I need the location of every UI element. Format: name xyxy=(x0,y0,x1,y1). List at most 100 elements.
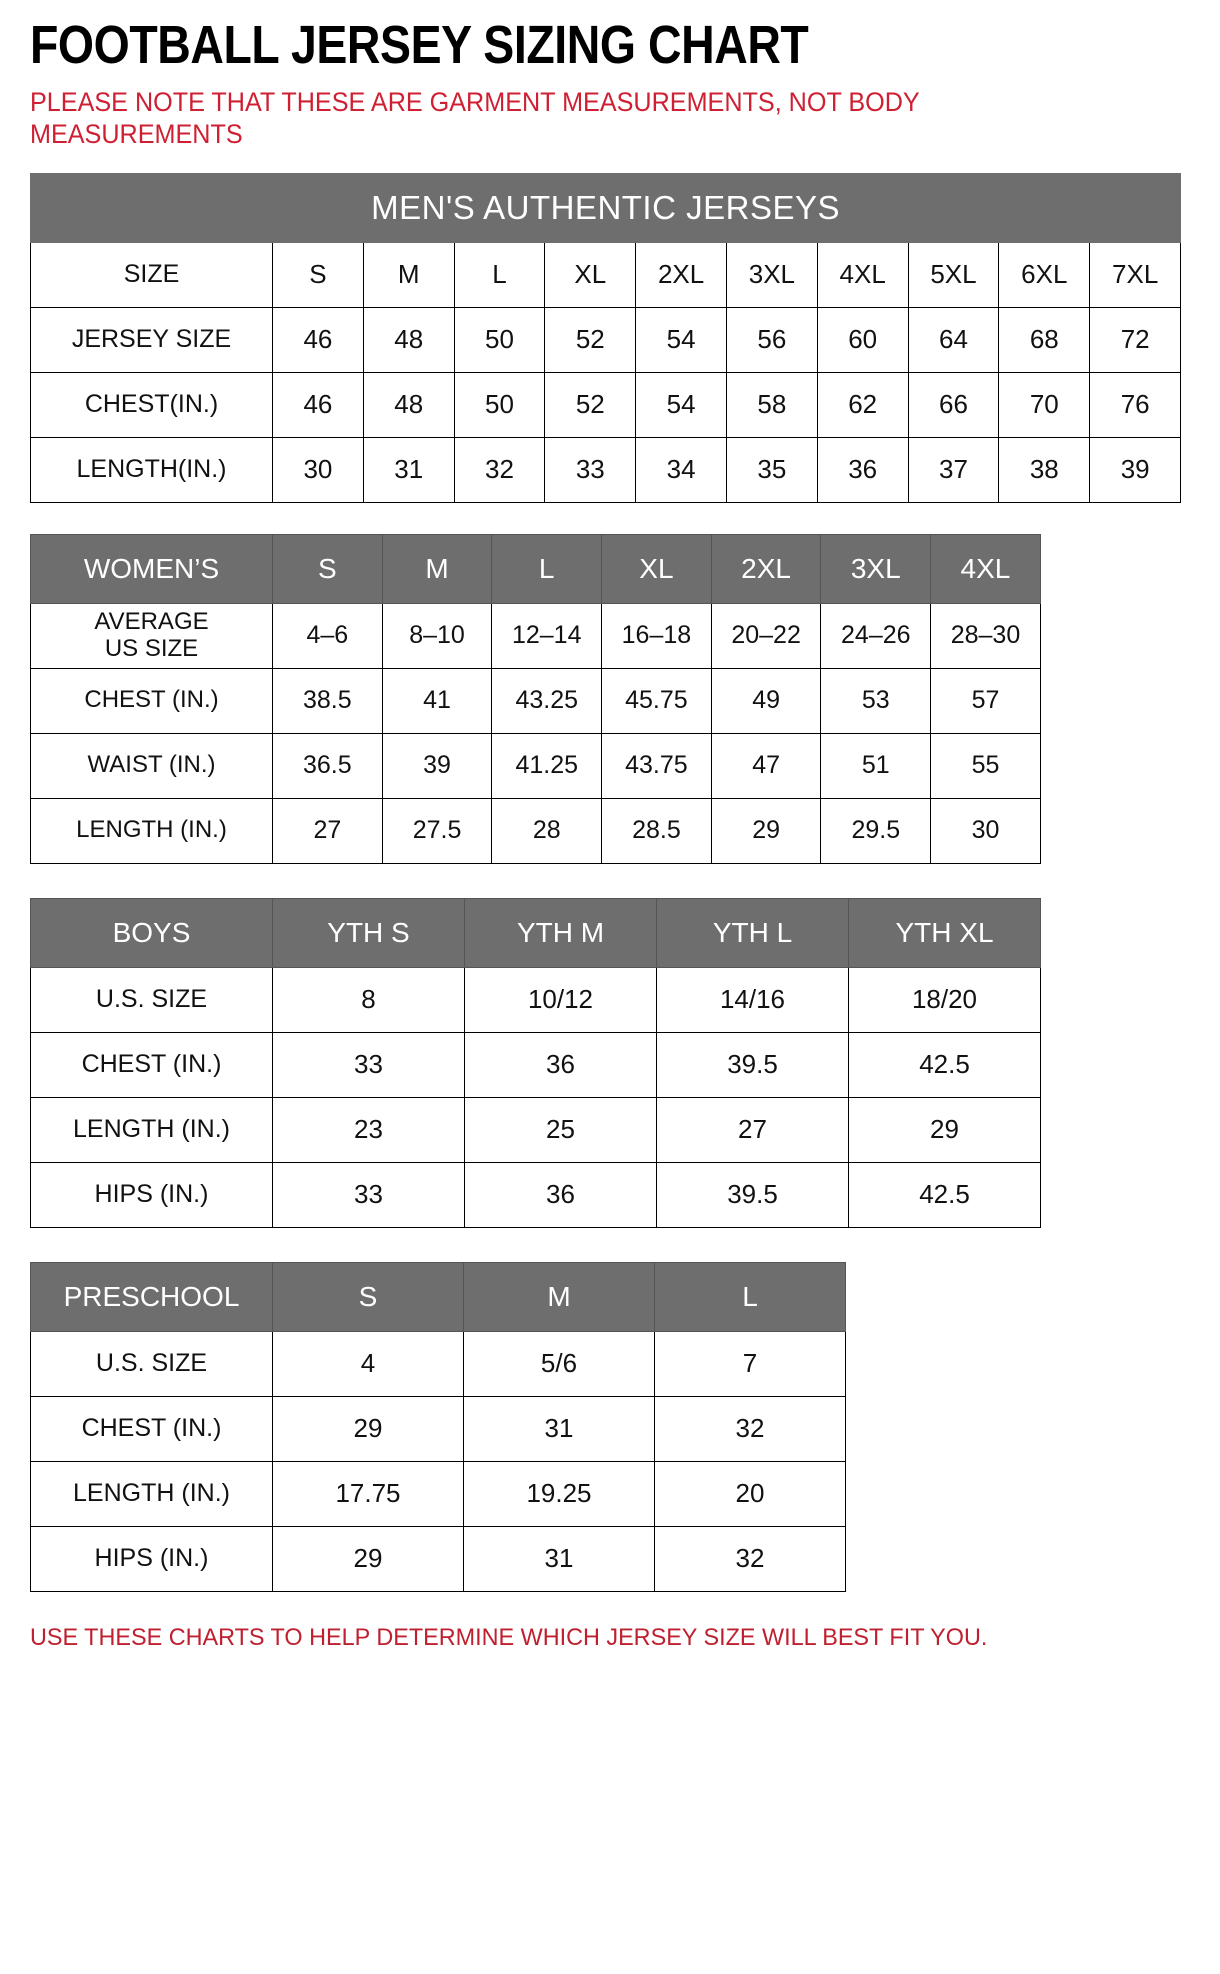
womens-row-label-waist: WAIST (IN.) xyxy=(30,732,273,799)
table-cell: 48 xyxy=(362,306,455,373)
table-cell: 5/6 xyxy=(463,1330,655,1397)
table-cell: 42.5 xyxy=(848,1031,1041,1098)
table-cell: 60 xyxy=(816,306,909,373)
boys-row-label-hips: HIPS (IN.) xyxy=(30,1161,273,1228)
table-row: WAIST (IN.) 36.5 39 41.25 43.75 47 51 55 xyxy=(30,732,1041,799)
table-cell: 20–22 xyxy=(710,602,822,669)
womens-col-header-m: M xyxy=(381,533,493,604)
table-cell: 25 xyxy=(464,1096,657,1163)
table-cell: 52 xyxy=(544,371,637,438)
table-cell: 54 xyxy=(635,306,727,373)
mens-row-label-length: LENGTH(IN.) xyxy=(30,436,273,503)
mens-col-header-m: M xyxy=(362,241,455,308)
womens-col-header-l: L xyxy=(491,533,603,604)
table-row: LENGTH (IN.) 17.75 19.25 20 xyxy=(30,1460,846,1527)
table-column-header-row: WOMEN’S S M L XL 2XL 3XL 4XL xyxy=(30,533,1041,604)
table-cell: 43.75 xyxy=(601,732,712,799)
mens-row-label-chest: CHEST(IN.) xyxy=(30,371,273,438)
mens-col-header-2xl: 2XL xyxy=(635,241,727,308)
table-cell: 20 xyxy=(654,1460,846,1527)
mens-col-header-3xl: 3XL xyxy=(725,241,818,308)
table-cell: 50 xyxy=(453,306,546,373)
table-cell: 18/20 xyxy=(848,966,1041,1033)
table-cell: 29 xyxy=(710,797,822,864)
table-cell: 30 xyxy=(930,797,1041,864)
boys-col-header-yth-xl: YTH XL xyxy=(848,897,1041,968)
womens-jerseys-table: WOMEN’S S M L XL 2XL 3XL 4XL AVERAGE US … xyxy=(30,533,1041,864)
table-cell: 36.5 xyxy=(272,732,383,799)
womens-row-label-average-us-size: AVERAGE US SIZE xyxy=(30,602,273,669)
table-row: LENGTH(IN.) 30 31 32 33 34 35 36 37 38 3… xyxy=(30,436,1182,503)
mens-col-header-5xl: 5XL xyxy=(907,241,1000,308)
womens-row-label-line1: AVERAGE xyxy=(94,607,209,635)
table-cell: 38.5 xyxy=(272,667,383,734)
boys-corner-label: BOYS xyxy=(30,897,273,968)
table-cell: 49 xyxy=(710,667,822,734)
table-row: CHEST (IN.) 33 36 39.5 42.5 xyxy=(30,1031,1041,1098)
mens-table-banner: MEN'S AUTHENTIC JERSEYS xyxy=(29,172,1182,243)
womens-corner-label: WOMEN’S xyxy=(30,533,273,604)
table-cell: 32 xyxy=(453,436,546,503)
table-cell: 34 xyxy=(635,436,727,503)
table-cell: 38 xyxy=(998,436,1091,503)
womens-row-label-chest: CHEST (IN.) xyxy=(30,667,273,734)
table-cell: 29 xyxy=(272,1395,464,1462)
womens-col-header-2xl: 2XL xyxy=(710,533,822,604)
table-cell: 51 xyxy=(820,732,932,799)
table-cell: 4–6 xyxy=(272,602,383,669)
table-cell: 55 xyxy=(930,732,1041,799)
table-row: HIPS (IN.) 29 31 32 xyxy=(30,1525,846,1592)
table-cell: 58 xyxy=(725,371,818,438)
mens-col-header-xl: XL xyxy=(544,241,637,308)
table-cell: 53 xyxy=(820,667,932,734)
table-row: CHEST (IN.) 29 31 32 xyxy=(30,1395,846,1462)
table-row: JERSEY SIZE 46 48 50 52 54 56 60 64 68 7… xyxy=(30,306,1182,373)
table-cell: 28.5 xyxy=(601,797,712,864)
table-row: CHEST(IN.) 46 48 50 52 54 58 62 66 70 76 xyxy=(30,371,1182,438)
table-cell: 70 xyxy=(998,371,1091,438)
table-cell: 28–30 xyxy=(930,602,1041,669)
page-title: FOOTBALL JERSEY SIZING CHART xyxy=(30,15,809,75)
preschool-col-header-m: M xyxy=(463,1261,655,1332)
preschool-col-header-l: L xyxy=(654,1261,846,1332)
table-cell: 36 xyxy=(816,436,909,503)
womens-row-label-length: LENGTH (IN.) xyxy=(30,797,273,864)
boys-row-label-length: LENGTH (IN.) xyxy=(30,1096,273,1163)
mens-corner-label: SIZE xyxy=(30,241,273,308)
table-cell: 39 xyxy=(1089,436,1182,503)
boys-col-header-yth-l: YTH L xyxy=(656,897,849,968)
womens-col-header-s: S xyxy=(272,533,383,604)
table-cell: 32 xyxy=(654,1525,846,1592)
table-cell: 32 xyxy=(654,1395,846,1462)
table-row: HIPS (IN.) 33 36 39.5 42.5 xyxy=(30,1161,1041,1228)
preschool-row-label-chest: CHEST (IN.) xyxy=(30,1395,273,1462)
table-cell: 4 xyxy=(272,1330,464,1397)
table-cell: 48 xyxy=(362,371,455,438)
table-cell: 27 xyxy=(656,1096,849,1163)
table-cell: 39.5 xyxy=(656,1031,849,1098)
table-cell: 42.5 xyxy=(848,1161,1041,1228)
table-cell: 24–26 xyxy=(820,602,932,669)
table-cell: 12–14 xyxy=(491,602,603,669)
table-cell: 47 xyxy=(710,732,822,799)
table-cell: 29 xyxy=(848,1096,1041,1163)
table-cell: 33 xyxy=(544,436,637,503)
boys-row-label-chest: CHEST (IN.) xyxy=(30,1031,273,1098)
table-cell: 72 xyxy=(1089,306,1182,373)
table-cell: 62 xyxy=(816,371,909,438)
table-row: U.S. SIZE 8 10/12 14/16 18/20 xyxy=(30,966,1041,1033)
table-cell: 28 xyxy=(491,797,603,864)
table-cell: 56 xyxy=(725,306,818,373)
use-charts-footnote: USE THESE CHARTS TO HELP DETERMINE WHICH… xyxy=(30,1623,988,1651)
mens-row-label-jersey-size: JERSEY SIZE xyxy=(30,306,273,373)
table-cell: 41.25 xyxy=(491,732,603,799)
mens-col-header-6xl: 6XL xyxy=(998,241,1091,308)
table-row: LENGTH (IN.) 27 27.5 28 28.5 29 29.5 30 xyxy=(30,797,1041,864)
table-cell: 29 xyxy=(272,1525,464,1592)
table-cell: 14/16 xyxy=(656,966,849,1033)
table-cell: 37 xyxy=(907,436,1000,503)
table-cell: 17.75 xyxy=(272,1460,464,1527)
table-cell: 39.5 xyxy=(656,1161,849,1228)
table-cell: 35 xyxy=(725,436,818,503)
table-cell: 31 xyxy=(362,436,455,503)
